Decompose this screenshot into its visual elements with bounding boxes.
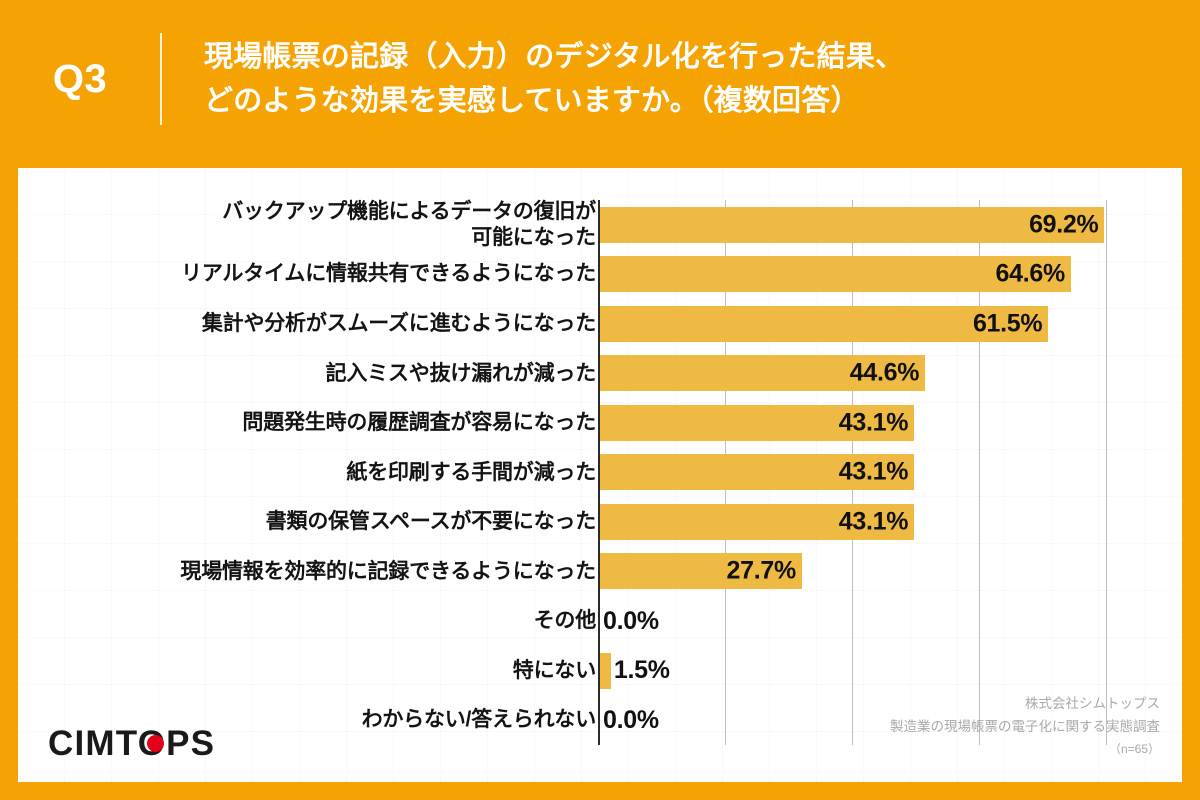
bar-container: 27.7%: [600, 547, 802, 597]
bar-container: 1.5%: [600, 646, 670, 696]
gridline-4: [1106, 200, 1107, 745]
bar-category-label: 問題発生時の履歴調査が容易になった: [242, 411, 596, 435]
chart-card: バックアップ機能によるデータの復旧が 可能になった 69.2% リアルタイムに情報共…: [18, 168, 1182, 782]
bar-value-label: 43.1%: [838, 408, 909, 437]
header-band: Q3 現場帳票の記録（入力）のデジタル化を行った結果、 どのような効果を実感して…: [0, 0, 1200, 158]
bar-container: 43.1%: [600, 497, 915, 547]
gridline-3: [979, 200, 980, 745]
attribution-sample: （n=65）: [1108, 742, 1160, 756]
bar-category-label: 書類の保管スペースが不要になった: [265, 510, 596, 534]
bar-value-label: 27.7%: [726, 556, 797, 585]
bar-row: リアルタイムに情報共有できるようになった 64.6%: [18, 250, 1182, 300]
bar-container: 43.1%: [600, 398, 915, 448]
bar-row: 現場情報を効率的に記録できるようになった 27.7%: [18, 547, 1182, 597]
question-title: 現場帳票の記録（入力）のデジタル化を行った結果、 どのような効果を実感しています…: [204, 40, 905, 117]
bar-container: 0.0%: [600, 596, 659, 646]
bar[interactable]: 43.1%: [600, 404, 915, 441]
bar-value-label: 43.1%: [838, 507, 909, 536]
bar-chart: バックアップ機能によるデータの復旧が 可能になった 69.2% リアルタイムに情報共…: [18, 168, 1182, 782]
bar-container: 61.5%: [600, 299, 1049, 349]
bar-value-label: 43.1%: [838, 457, 909, 486]
bar-container: 44.6%: [600, 349, 926, 399]
bar-value-label: 69.2%: [1029, 210, 1099, 239]
attribution-survey: 製造業の現場帳票の電子化に関する実態調査: [890, 719, 1160, 735]
bar-value-label: 44.6%: [849, 358, 920, 387]
bar-row: 問題発生時の履歴調査が容易になった 43.1%: [18, 398, 1182, 448]
bar[interactable]: 69.2%: [600, 206, 1105, 243]
logo-text: CIMTOPS: [48, 724, 216, 763]
bar[interactable]: 61.5%: [600, 305, 1049, 342]
attribution: 株式会社シムトップス 製造業の現場帳票の電子化に関する実態調査 （n=65）: [890, 692, 1160, 760]
attribution-company: 株式会社シムトップス: [1025, 695, 1160, 711]
question-number: Q3: [52, 56, 108, 101]
bar-row: 紙を印刷する手間が減った 43.1%: [18, 448, 1182, 498]
logo-dot-icon: [147, 735, 164, 752]
bar-category-label: 紙を印刷する手間が減った: [346, 460, 596, 484]
bar-row: わからない/答えられない 0.0%: [18, 695, 1182, 745]
bar[interactable]: [600, 652, 611, 689]
bar-category-label: 特にない: [512, 658, 596, 682]
bar-container: 43.1%: [600, 448, 915, 498]
bar-category-label: その他: [533, 609, 597, 633]
bar-row: 記入ミスや抜け漏れが減った 44.6%: [18, 349, 1182, 399]
bar-category-label: 集計や分析がスムーズに進むようになった: [201, 312, 596, 336]
bar-category-label: 記入ミスや抜け漏れが減った: [325, 361, 597, 385]
bar[interactable]: 43.1%: [600, 454, 915, 491]
bar-row: 特にない 1.5%: [18, 646, 1182, 696]
y-axis-line: [598, 200, 600, 745]
bar[interactable]: 43.1%: [600, 503, 915, 540]
bar-category-label: リアルタイムに情報共有できるようになった: [181, 262, 596, 286]
bar-value-label: 1.5%: [613, 656, 670, 685]
bar-row: その他 0.0%: [18, 596, 1182, 646]
bar-category-label: わからない/答えられない: [361, 708, 597, 732]
bar[interactable]: 64.6%: [600, 256, 1071, 293]
header-divider: [160, 33, 162, 125]
bar-value-label: 61.5%: [972, 309, 1043, 338]
bar-row: バックアップ機能によるデータの復旧が 可能になった 69.2%: [18, 200, 1182, 250]
bar-category-label: 現場情報を効率的に記録できるようになった: [180, 559, 596, 583]
bar-rows: バックアップ機能によるデータの復旧が 可能になった 69.2% リアルタイムに情報共…: [18, 200, 1182, 745]
bar-row: 書類の保管スペースが不要になった 43.1%: [18, 497, 1182, 547]
cimtops-logo: CIMTOPS: [48, 724, 215, 764]
bar-value-label: 64.6%: [995, 259, 1066, 288]
bar[interactable]: 44.6%: [600, 355, 926, 392]
bar-container: 0.0%: [600, 695, 659, 745]
bar-row: 集計や分析がスムーズに進むようになった 61.5%: [18, 299, 1182, 349]
bar-container: 69.2%: [600, 200, 1105, 250]
bar-value-label: 0.0%: [603, 606, 659, 635]
bar-container: 64.6%: [600, 250, 1071, 300]
bar-category-label: バックアップ機能によるデータの復旧が 可能になった: [222, 200, 596, 249]
bar-value-label: 0.0%: [603, 705, 659, 734]
bar[interactable]: 27.7%: [600, 553, 802, 590]
